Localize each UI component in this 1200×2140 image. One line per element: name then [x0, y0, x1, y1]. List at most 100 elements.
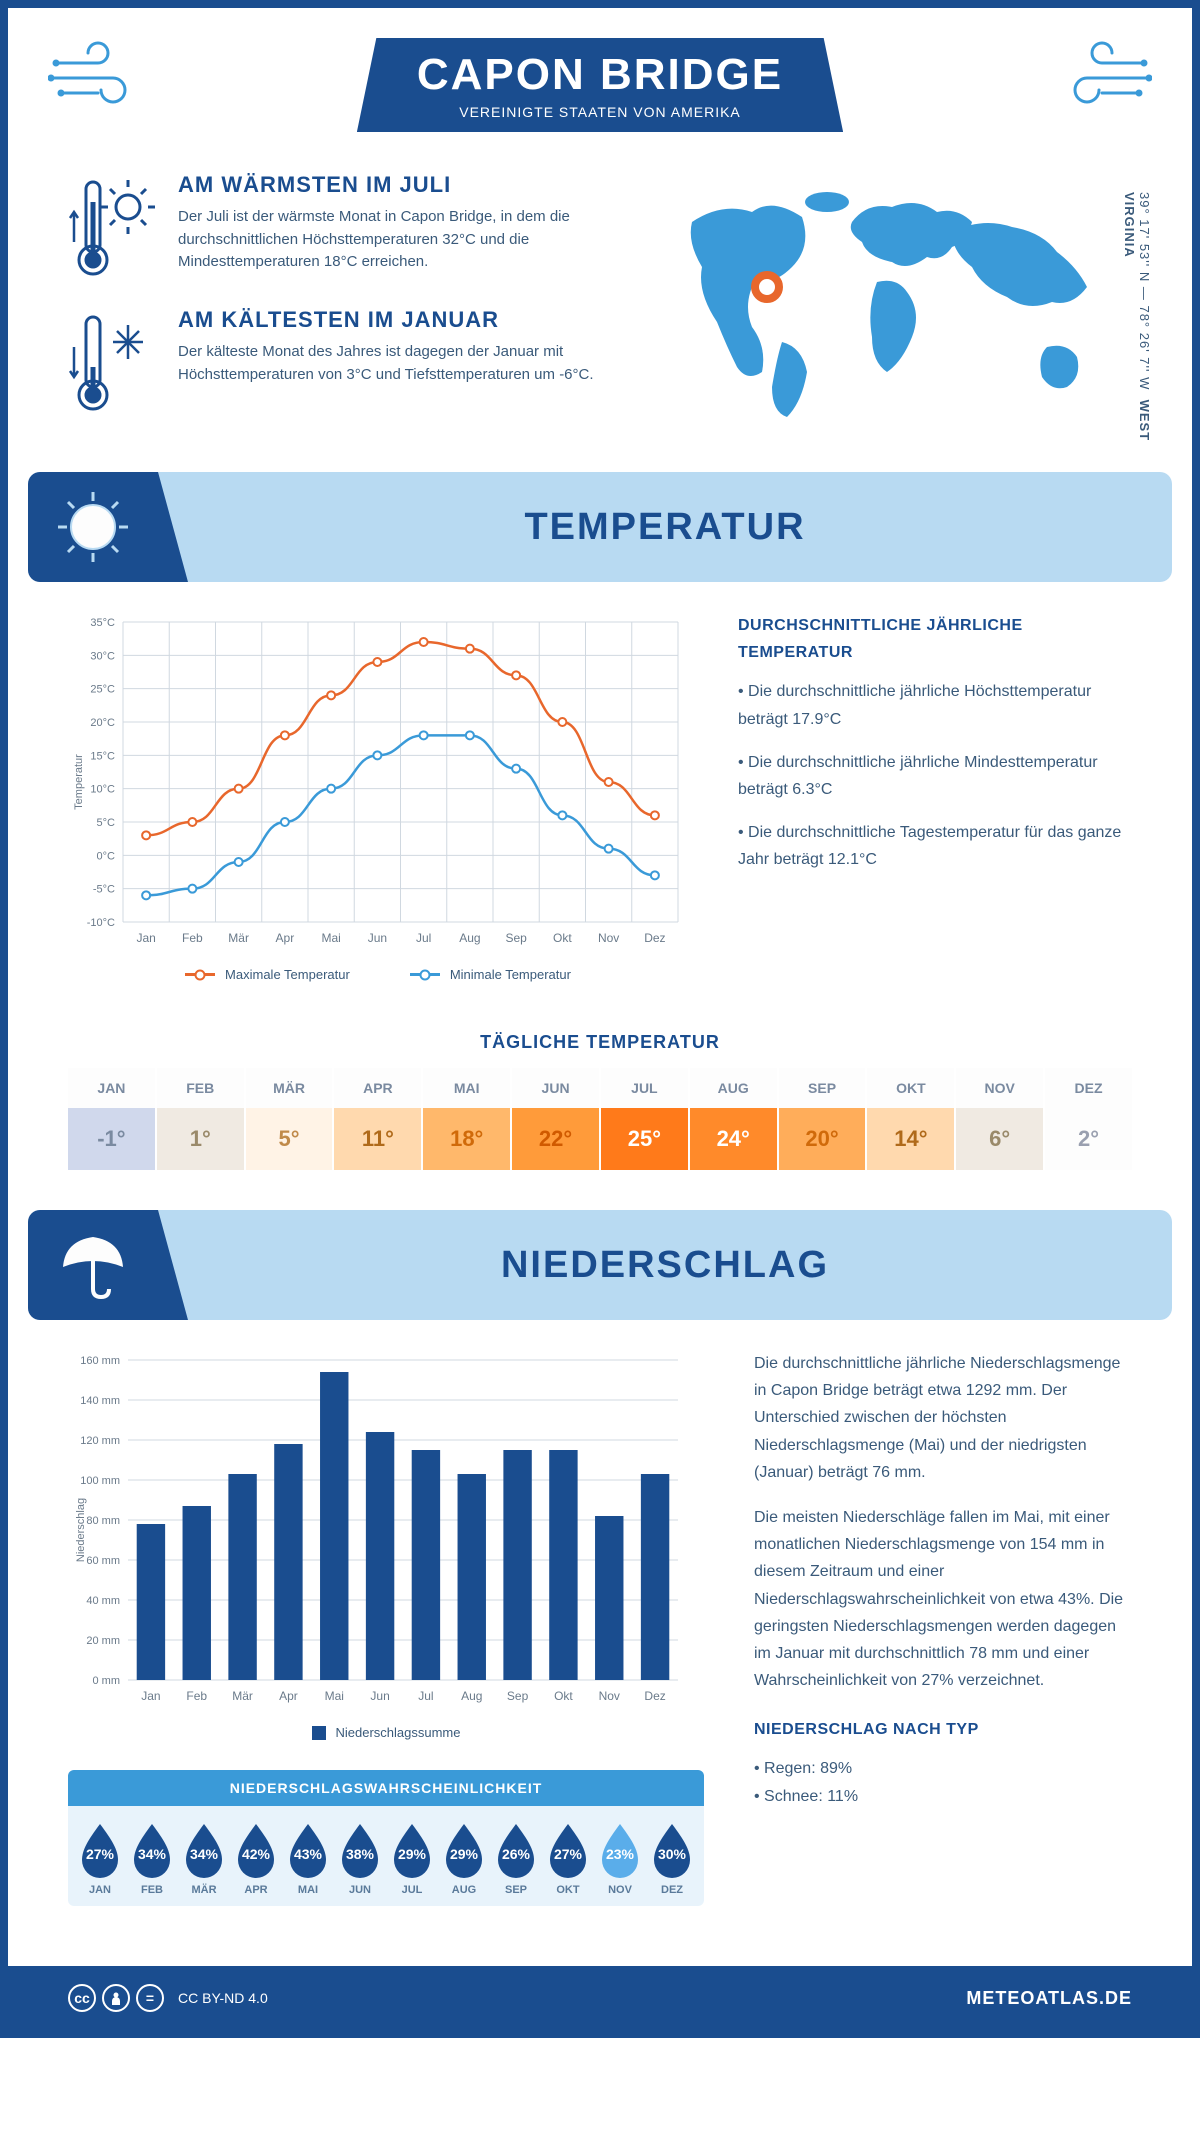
- svg-text:Aug: Aug: [459, 931, 480, 945]
- warmest-block: AM WÄRMSTEN IM JULI Der Juli ist der wär…: [68, 172, 612, 282]
- svg-text:Nov: Nov: [599, 1689, 620, 1703]
- prob-cell: 38%JUN: [336, 1820, 384, 1896]
- prob-cell: 29%AUG: [440, 1820, 488, 1896]
- temp-cell: NOV6°: [956, 1068, 1043, 1170]
- temp-cell: OKT14°: [867, 1068, 954, 1170]
- title-banner: CAPON BRIDGE VEREINIGTE STAATEN VON AMER…: [357, 38, 843, 132]
- temperature-title: TEMPERATUR: [158, 506, 1172, 549]
- intro-section: AM WÄRMSTEN IM JULI Der Juli ist der wär…: [8, 152, 1192, 472]
- coldest-block: AM KÄLTESTEN IM JANUAR Der kälteste Mona…: [68, 307, 612, 417]
- temp-stats-title: DURCHSCHNITTLICHE JÄHRLICHE TEMPERATUR: [738, 612, 1132, 666]
- prob-cell: 23%NOV: [596, 1820, 644, 1896]
- prob-cell: 26%SEP: [492, 1820, 540, 1896]
- coldest-title: AM KÄLTESTEN IM JANUAR: [178, 307, 612, 333]
- prob-cell: 43%MAI: [284, 1820, 332, 1896]
- footer: cc = CC BY-ND 4.0 METEOATLAS.DE: [8, 1966, 1192, 2030]
- precipitation-chart: 0 mm20 mm40 mm60 mm80 mm100 mm120 mm140 …: [68, 1350, 704, 1906]
- precipitation-text: Die durchschnittliche jährliche Niedersc…: [754, 1350, 1132, 1906]
- svg-text:100 mm: 100 mm: [80, 1475, 120, 1487]
- svg-text:Mai: Mai: [325, 1689, 344, 1703]
- svg-text:60 mm: 60 mm: [86, 1555, 120, 1567]
- svg-text:-10°C: -10°C: [87, 917, 115, 929]
- prob-cell: 30%DEZ: [648, 1820, 696, 1896]
- svg-text:Jul: Jul: [416, 931, 431, 945]
- temp-cell: DEZ2°: [1045, 1068, 1132, 1170]
- precip-type-title: NIEDERSCHLAG NACH TYP: [754, 1716, 1132, 1743]
- svg-text:80 mm: 80 mm: [86, 1515, 120, 1527]
- svg-text:30°C: 30°C: [90, 650, 115, 662]
- header: CAPON BRIDGE VEREINIGTE STAATEN VON AMER…: [8, 8, 1192, 152]
- svg-text:Dez: Dez: [644, 1689, 665, 1703]
- wind-icon: [48, 38, 148, 118]
- coordinates: 39° 17' 53'' N — 78° 26' 7'' W WEST VIRG…: [1122, 192, 1152, 442]
- svg-text:Feb: Feb: [182, 931, 203, 945]
- svg-text:Sep: Sep: [505, 931, 527, 945]
- temp-cell: JAN-1°: [68, 1068, 155, 1170]
- prob-cell: 34%FEB: [128, 1820, 176, 1896]
- svg-text:160 mm: 160 mm: [80, 1355, 120, 1367]
- svg-text:Aug: Aug: [461, 1689, 482, 1703]
- temperature-chart: -10°C-5°C0°C5°C10°C15°C20°C25°C30°C35°CJ…: [68, 612, 688, 982]
- daily-temp-table: JAN-1°FEB1°MÄR5°APR11°MAI18°JUN22°JUL25°…: [68, 1068, 1132, 1170]
- prob-cell: 27%OKT: [544, 1820, 592, 1896]
- svg-text:Jan: Jan: [136, 931, 155, 945]
- prob-cell: 29%JUL: [388, 1820, 436, 1896]
- precipitation-section-header: NIEDERSCHLAG: [28, 1210, 1172, 1320]
- svg-text:35°C: 35°C: [90, 617, 115, 629]
- temp-cell: MÄR5°: [246, 1068, 333, 1170]
- temp-cell: APR11°: [334, 1068, 421, 1170]
- svg-text:-5°C: -5°C: [93, 884, 115, 896]
- prob-cell: 27%JAN: [76, 1820, 124, 1896]
- svg-text:Apr: Apr: [276, 931, 295, 945]
- temp-cell: JUL25°: [601, 1068, 688, 1170]
- precip-legend: Niederschlagssumme: [68, 1725, 704, 1740]
- svg-text:0°C: 0°C: [97, 850, 116, 862]
- svg-text:Jun: Jun: [368, 931, 387, 945]
- svg-text:Jul: Jul: [418, 1689, 433, 1703]
- svg-text:140 mm: 140 mm: [80, 1395, 120, 1407]
- svg-text:Mär: Mär: [228, 931, 249, 945]
- svg-text:Apr: Apr: [279, 1689, 298, 1703]
- svg-text:20°C: 20°C: [90, 717, 115, 729]
- nd-icon: =: [136, 1984, 164, 2012]
- umbrella-icon: [53, 1225, 133, 1305]
- warmest-title: AM WÄRMSTEN IM JULI: [178, 172, 612, 198]
- svg-text:Feb: Feb: [186, 1689, 207, 1703]
- svg-text:Nov: Nov: [598, 931, 619, 945]
- svg-text:5°C: 5°C: [97, 817, 116, 829]
- svg-text:120 mm: 120 mm: [80, 1435, 120, 1447]
- temp-cell: SEP20°: [779, 1068, 866, 1170]
- thermometer-cold-icon: [68, 307, 158, 417]
- svg-text:0 mm: 0 mm: [93, 1675, 121, 1687]
- prob-cell: 34%MÄR: [180, 1820, 228, 1896]
- license-text: CC BY-ND 4.0: [178, 1990, 268, 2006]
- temperature-section-header: TEMPERATUR: [28, 472, 1172, 582]
- prob-title: NIEDERSCHLAGSWAHRSCHEINLICHKEIT: [68, 1770, 704, 1806]
- temp-cell: JUN22°: [512, 1068, 599, 1170]
- svg-text:Temperatur: Temperatur: [73, 754, 85, 810]
- temperature-stats: DURCHSCHNITTLICHE JÄHRLICHE TEMPERATUR •…: [738, 612, 1132, 982]
- page-subtitle: VEREINIGTE STAATEN VON AMERIKA: [417, 104, 783, 120]
- svg-text:Okt: Okt: [554, 1689, 573, 1703]
- svg-text:Okt: Okt: [553, 931, 572, 945]
- svg-text:15°C: 15°C: [90, 750, 115, 762]
- infographic-container: CAPON BRIDGE VEREINIGTE STAATEN VON AMER…: [0, 0, 1200, 2038]
- svg-text:Jun: Jun: [370, 1689, 389, 1703]
- precipitation-title: NIEDERSCHLAG: [158, 1244, 1172, 1287]
- sun-icon: [53, 487, 133, 567]
- site-name: METEOATLAS.DE: [966, 1988, 1132, 2009]
- cc-icon: cc: [68, 1984, 96, 2012]
- svg-text:40 mm: 40 mm: [86, 1595, 120, 1607]
- thermometer-hot-icon: [68, 172, 158, 282]
- by-icon: [102, 1984, 130, 2012]
- temp-cell: MAI18°: [423, 1068, 510, 1170]
- temp-cell: AUG24°: [690, 1068, 777, 1170]
- page-title: CAPON BRIDGE: [417, 50, 783, 100]
- svg-text:25°C: 25°C: [90, 684, 115, 696]
- warmest-text: Der Juli ist der wärmste Monat in Capon …: [178, 206, 612, 274]
- svg-text:Jan: Jan: [141, 1689, 160, 1703]
- world-map-icon: [652, 172, 1132, 432]
- svg-text:Mär: Mär: [232, 1689, 253, 1703]
- svg-text:Dez: Dez: [644, 931, 665, 945]
- prob-cell: 42%APR: [232, 1820, 280, 1896]
